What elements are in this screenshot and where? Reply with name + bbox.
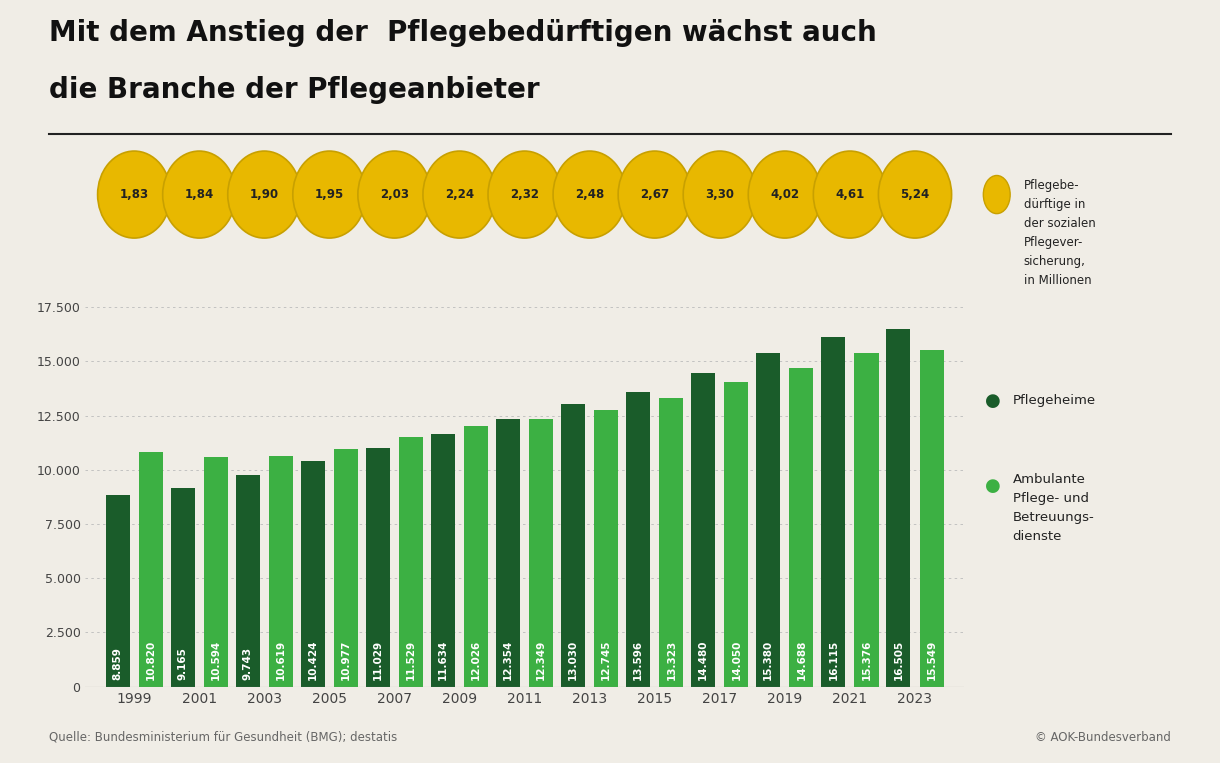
Text: 2,03: 2,03 bbox=[379, 188, 409, 201]
Text: 12.354: 12.354 bbox=[503, 640, 512, 680]
Bar bbox=[235, 475, 260, 687]
Text: 15.376: 15.376 bbox=[861, 640, 871, 680]
Bar bbox=[171, 488, 195, 687]
Bar bbox=[268, 456, 293, 687]
Text: 13.596: 13.596 bbox=[633, 640, 643, 680]
Text: 13.030: 13.030 bbox=[569, 640, 578, 680]
Text: 1,83: 1,83 bbox=[120, 188, 149, 201]
Bar bbox=[756, 353, 781, 687]
Bar bbox=[626, 392, 650, 687]
Bar bbox=[431, 434, 455, 687]
Bar bbox=[204, 457, 228, 687]
Text: 15.380: 15.380 bbox=[764, 640, 773, 680]
Bar bbox=[301, 461, 325, 687]
Text: 10.424: 10.424 bbox=[307, 639, 317, 680]
Text: 14.688: 14.688 bbox=[797, 640, 806, 680]
Text: 1,84: 1,84 bbox=[184, 188, 214, 201]
Text: 5,24: 5,24 bbox=[900, 188, 930, 201]
Bar bbox=[854, 353, 878, 687]
Text: ●: ● bbox=[985, 477, 1000, 495]
Bar bbox=[920, 349, 943, 687]
Bar bbox=[497, 419, 520, 687]
Text: 9.743: 9.743 bbox=[243, 647, 253, 680]
Text: 12.026: 12.026 bbox=[471, 640, 481, 680]
Text: 10.820: 10.820 bbox=[146, 640, 156, 680]
Text: 16.505: 16.505 bbox=[893, 640, 903, 680]
Text: 1,90: 1,90 bbox=[250, 188, 279, 201]
Text: 16.115: 16.115 bbox=[828, 640, 838, 680]
Text: 2,48: 2,48 bbox=[575, 188, 604, 201]
Text: 10.594: 10.594 bbox=[211, 640, 221, 680]
Text: 3,30: 3,30 bbox=[705, 188, 734, 201]
Text: 2,32: 2,32 bbox=[510, 188, 539, 201]
Bar bbox=[464, 426, 488, 687]
Bar bbox=[334, 449, 357, 687]
Bar bbox=[692, 372, 715, 687]
Text: Mit dem Anstieg der  Pflegebedürftigen wächst auch: Mit dem Anstieg der Pflegebedürftigen wä… bbox=[49, 19, 876, 47]
Text: 14.480: 14.480 bbox=[698, 639, 708, 680]
Text: Quelle: Bundesministerium für Gesundheit (BMG); destatis: Quelle: Bundesministerium für Gesundheit… bbox=[49, 731, 397, 744]
Bar bbox=[139, 452, 162, 687]
Bar bbox=[659, 398, 683, 687]
Text: 13.323: 13.323 bbox=[666, 640, 676, 680]
Bar bbox=[561, 404, 586, 687]
Bar bbox=[594, 410, 619, 687]
Bar bbox=[789, 369, 814, 687]
Text: 2,24: 2,24 bbox=[445, 188, 475, 201]
Text: 11.634: 11.634 bbox=[438, 640, 448, 680]
Text: Ambulante
Pflege- und
Betreuungs-
dienste: Ambulante Pflege- und Betreuungs- dienst… bbox=[1013, 473, 1094, 543]
Text: 2,67: 2,67 bbox=[640, 188, 670, 201]
Text: 14.050: 14.050 bbox=[732, 640, 742, 680]
Text: 4,61: 4,61 bbox=[836, 188, 865, 201]
Text: ●: ● bbox=[985, 391, 1000, 410]
Text: 11.529: 11.529 bbox=[406, 640, 416, 680]
Text: © AOK-Bundesverband: © AOK-Bundesverband bbox=[1036, 731, 1171, 744]
Text: 1,95: 1,95 bbox=[315, 188, 344, 201]
Text: 9.165: 9.165 bbox=[178, 647, 188, 680]
Text: die Branche der Pflegeanbieter: die Branche der Pflegeanbieter bbox=[49, 76, 539, 105]
Text: 8.859: 8.859 bbox=[112, 647, 122, 680]
Bar bbox=[725, 382, 748, 687]
Bar bbox=[821, 337, 845, 687]
Text: Pflegeheime: Pflegeheime bbox=[1013, 394, 1096, 407]
Bar bbox=[887, 329, 910, 687]
Bar bbox=[529, 419, 553, 687]
Bar bbox=[106, 494, 129, 687]
Bar bbox=[399, 436, 423, 687]
Text: 15.549: 15.549 bbox=[927, 640, 937, 680]
Text: 4,02: 4,02 bbox=[770, 188, 799, 201]
Bar bbox=[366, 448, 390, 687]
Text: 10.619: 10.619 bbox=[276, 640, 285, 680]
Text: Pflegebe-
dürftige in
der sozialen
Pflegever-
sicherung,
in Millionen: Pflegebe- dürftige in der sozialen Pfleg… bbox=[1024, 179, 1096, 288]
Text: 12.349: 12.349 bbox=[537, 640, 547, 680]
Text: 10.977: 10.977 bbox=[342, 640, 351, 680]
Text: 12.745: 12.745 bbox=[601, 639, 611, 680]
Text: 11.029: 11.029 bbox=[373, 640, 383, 680]
